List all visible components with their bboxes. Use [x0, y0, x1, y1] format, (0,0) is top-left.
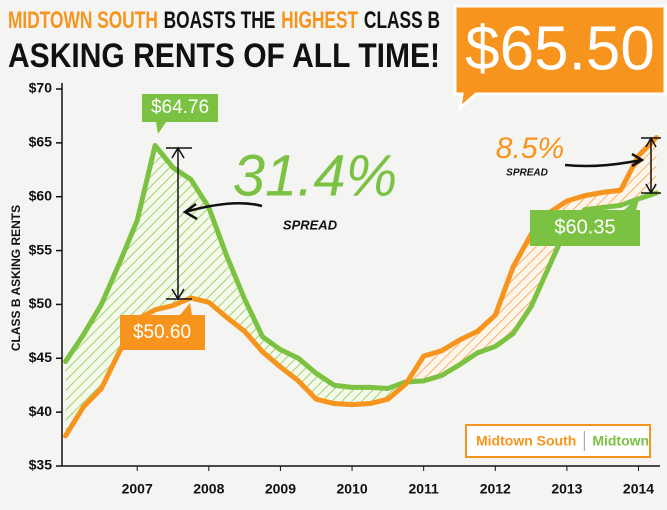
y-tick-label: $40 [29, 403, 53, 419]
callout-text: $64.76 [151, 97, 209, 118]
measure-arrows [166, 136, 661, 301]
x-tick-label: 2007 [122, 481, 153, 497]
x-tick-label: 2010 [336, 481, 367, 497]
y-tick-label: $55 [29, 241, 53, 257]
spread-note: SPREAD [283, 217, 338, 232]
y-tick-label: $50 [29, 295, 53, 311]
y-tick-label: $70 [29, 80, 53, 96]
spread-fill [334, 385, 353, 405]
y-tick-label: $60 [29, 187, 53, 203]
series-line [63, 142, 659, 391]
title-line: MIDTOWN SOUTHBOASTS THEHIGHESTCLASS B [8, 7, 440, 34]
spread-fill [352, 387, 370, 405]
title: MIDTOWN SOUTHBOASTS THEHIGHESTCLASS B ASK… [8, 7, 440, 75]
y-tick-label: $65 [29, 134, 53, 150]
title-part: HIGHEST [281, 7, 358, 34]
spread-fill [602, 190, 621, 208]
spread-fill [477, 315, 496, 353]
legend-label: Midtown [592, 433, 649, 449]
spread-fill [495, 266, 514, 347]
callout-text: $50.60 [133, 322, 191, 343]
spread-note: SPREAD [506, 168, 548, 179]
spread-fill [173, 167, 191, 306]
x-tick-label: 2013 [551, 481, 582, 497]
callout-text: $65.50 [465, 14, 655, 83]
legend: Midtown South Midtown [465, 424, 651, 458]
current-callout: $65.50 [453, 4, 667, 112]
x-tick-label: 2009 [265, 481, 296, 497]
title-part: CLASS B [364, 7, 440, 34]
spread-fill [298, 358, 317, 400]
title-part: ASKING RENTS OF ALL TIME! [8, 37, 440, 75]
spread-fill [155, 145, 174, 310]
spread-fill [423, 350, 442, 381]
spread-value: 8.5% [496, 132, 564, 165]
y-axis-label: CLASS B ASKING RENTS [9, 205, 23, 351]
south-peak-callout: $50.60 [120, 303, 205, 350]
midtown-current-callout: $60.35 [530, 196, 640, 246]
peak-callout: $64.76 [142, 94, 218, 134]
legend-box [465, 424, 651, 458]
spread-fill [226, 255, 245, 332]
title-part: MIDTOWN SOUTH [8, 7, 158, 34]
x-tick-label: 2011 [408, 481, 439, 497]
spread-fill [262, 336, 281, 367]
legend-label: Midtown South [476, 433, 576, 449]
y-tick-label: $45 [29, 349, 53, 365]
x-tick-label: 2012 [480, 481, 511, 497]
callout-text: $60.35 [554, 216, 615, 238]
title-part: BOASTS THE [164, 7, 276, 34]
spread-fill [137, 145, 156, 320]
title-line: ASKING RENTS OF ALL TIME! [8, 37, 440, 75]
x-tick-label: 2008 [193, 481, 224, 497]
series-line [63, 134, 659, 439]
spread-fill [208, 207, 227, 318]
x-tick-label: 2014 [623, 481, 654, 497]
y-tick-label: $35 [29, 457, 53, 473]
spread-value: 31.4% [233, 143, 397, 208]
spread-fill [316, 373, 335, 404]
